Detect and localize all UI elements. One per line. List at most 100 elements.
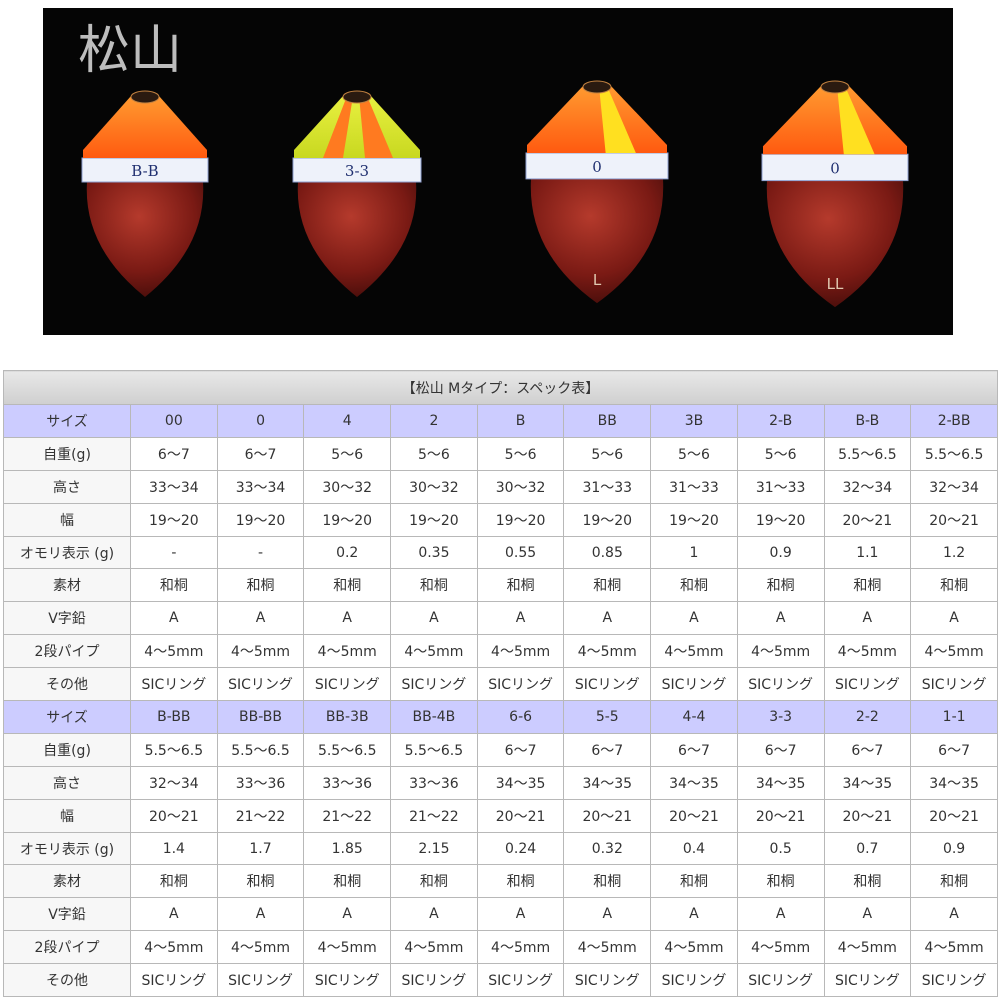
cell: SICリング xyxy=(476,963,565,998)
cell: A xyxy=(303,897,392,932)
float-band xyxy=(81,157,209,183)
cell: 和桐 xyxy=(130,864,218,899)
row-label: 自重(g) xyxy=(3,732,131,767)
cell: 6～7 xyxy=(130,436,218,471)
cell: SICリング xyxy=(390,963,478,998)
data-row: その他 SICリング SICリング SICリング SICリング SICリング SICリング S… xyxy=(3,667,998,702)
float-body xyxy=(766,180,904,308)
cell: 4～5mm xyxy=(476,634,565,669)
cell: A xyxy=(823,601,912,636)
cell: 19～20 xyxy=(476,502,565,537)
cell: 1.7 xyxy=(216,831,305,866)
cell: BB-BB xyxy=(216,700,305,734)
data-row: V字鉛 A A A A A A A A A A xyxy=(3,601,998,636)
cell: 20～21 xyxy=(736,798,825,833)
float-band xyxy=(292,157,422,183)
cell: 和桐 xyxy=(476,864,565,899)
cell: 31～33 xyxy=(650,469,738,504)
cell: 1.4 xyxy=(130,831,218,866)
cell: 和桐 xyxy=(476,568,565,603)
data-row: 2段パイプ 4～5mm 4～5mm 4～5mm 4～5mm 4～5mm 4～5mm 4～5mm… xyxy=(3,634,998,669)
cell: SICリング xyxy=(910,963,998,998)
cell: 和桐 xyxy=(216,864,305,899)
float-stripe xyxy=(323,96,353,158)
cell: B-BB xyxy=(130,700,218,734)
cell: 5.5～6.5 xyxy=(390,732,478,767)
float-stripe xyxy=(359,96,393,158)
cell: 4～5mm xyxy=(216,634,305,669)
cell: 4～5mm xyxy=(563,930,652,965)
float-size-label: LL xyxy=(827,275,844,293)
cell: 19～20 xyxy=(390,502,478,537)
cell: 2-2 xyxy=(823,700,912,734)
data-row: 自重(g) 5.5～6.5 5.5～6.5 5.5～6.5 5.5～6.5 6～7 6～7 6… xyxy=(3,732,998,767)
cell: 4～5mm xyxy=(736,634,825,669)
cell: 19～20 xyxy=(303,502,392,537)
data-row: 素材 和桐 和桐 和桐 和桐 和桐 和桐 和桐 和桐 和桐 和桐 xyxy=(3,864,998,899)
row-label: V字鉛 xyxy=(3,897,131,932)
cell: A xyxy=(563,897,652,932)
cell: 34～35 xyxy=(563,765,652,800)
cell: 和桐 xyxy=(823,864,912,899)
cell: A xyxy=(736,601,825,636)
cell: 6～7 xyxy=(216,436,305,471)
cell: A xyxy=(216,897,305,932)
cell: 32～34 xyxy=(130,765,218,800)
cell: SICリング xyxy=(736,963,825,998)
cell: 33～36 xyxy=(390,765,478,800)
cell: SICリング xyxy=(736,667,825,702)
cell: 4～5mm xyxy=(650,930,738,965)
banner-title: 松山 xyxy=(78,21,182,81)
cell: 和桐 xyxy=(303,568,392,603)
cell: 0 xyxy=(216,404,305,438)
float-body xyxy=(86,182,204,297)
float-top xyxy=(582,80,612,94)
cell: 1-1 xyxy=(910,700,998,734)
cell: 5～6 xyxy=(736,436,825,471)
cell: 5.5～6.5 xyxy=(216,732,305,767)
cell: 3-3 xyxy=(736,700,825,734)
data-row: オモリ表示 (g) - -0.2 0.35 0.55 0.85 1 0.9 1.1 1.2 xyxy=(3,535,998,570)
cell: B xyxy=(476,404,565,438)
cell: 4～5mm xyxy=(823,930,912,965)
float-body xyxy=(297,182,417,297)
cell: A xyxy=(390,897,478,932)
cell: BB-4B xyxy=(390,700,478,734)
cell: 0.9 xyxy=(910,831,998,866)
cell: 0.55 xyxy=(476,535,565,570)
row-label: 2段パイプ xyxy=(3,634,131,669)
cell: 2-B xyxy=(736,404,825,438)
cell: 和桐 xyxy=(910,568,998,603)
row-label: オモリ表示 (g) xyxy=(3,831,131,866)
cell: SICリング xyxy=(216,963,305,998)
cell: 6～7 xyxy=(650,732,738,767)
data-row: 自重(g) 6～7 6～7 5～6 5～6 5～6 5～6 5～6 5～6 5.5～6.5 5.5～… xyxy=(3,436,998,471)
cell: 6～7 xyxy=(563,732,652,767)
cell: 5～6 xyxy=(563,436,652,471)
cell: B-B xyxy=(823,404,912,438)
cell: 和桐 xyxy=(390,864,478,899)
data-row: 幅 19～20 19～20 19～20 19～20 19～20 19～20 19～20 19～2… xyxy=(3,502,998,537)
cell: A xyxy=(650,897,738,932)
cell: 4～5mm xyxy=(910,634,998,669)
cell: 4～5mm xyxy=(216,930,305,965)
cell: 0.9 xyxy=(736,535,825,570)
cell: 5.5～6.5 xyxy=(910,436,998,471)
cell: 4-4 xyxy=(650,700,738,734)
cell: SICリング xyxy=(303,963,392,998)
cell: 4～5mm xyxy=(910,930,998,965)
cell: 5.5～6.5 xyxy=(130,732,218,767)
cell: 0.5 xyxy=(736,831,825,866)
cell: 5.5～6.5 xyxy=(823,436,912,471)
cell: 4～5mm xyxy=(303,930,392,965)
cell: 和桐 xyxy=(650,568,738,603)
float-top xyxy=(130,90,160,104)
cell: 20～21 xyxy=(563,798,652,833)
cell: 19～20 xyxy=(650,502,738,537)
cell: 0.85 xyxy=(563,535,652,570)
float-body xyxy=(530,178,664,304)
cell: 5～6 xyxy=(390,436,478,471)
cell: 5～6 xyxy=(303,436,392,471)
cell: 6～7 xyxy=(736,732,825,767)
